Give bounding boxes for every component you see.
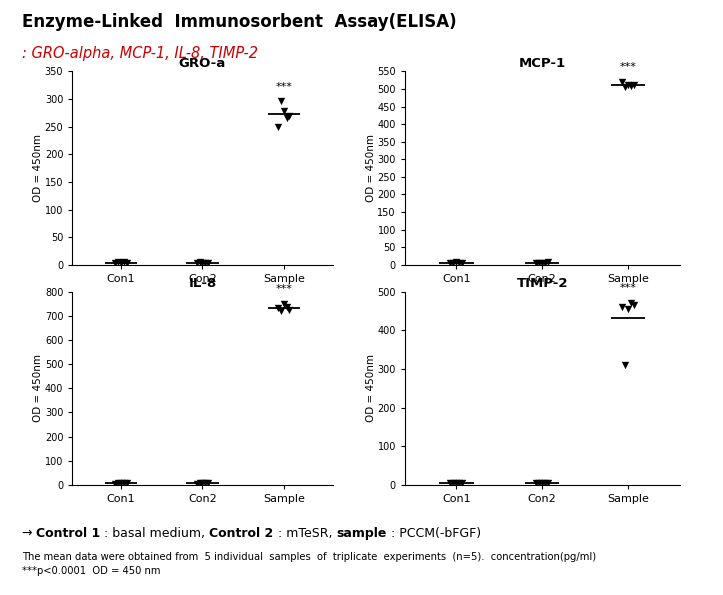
- Text: : GRO-alpha, MCP-1, IL-8, TIMP-2: : GRO-alpha, MCP-1, IL-8, TIMP-2: [22, 46, 257, 61]
- Point: [531, 478, 542, 488]
- Point: [620, 360, 631, 369]
- Point: [283, 111, 295, 120]
- Point: [531, 258, 542, 267]
- Point: [453, 258, 465, 268]
- Point: [278, 299, 289, 309]
- Point: [121, 478, 132, 488]
- Text: Control 1: Control 1: [36, 527, 100, 540]
- Point: [118, 257, 129, 267]
- Point: [628, 300, 640, 310]
- Point: [278, 107, 289, 116]
- Text: →: →: [22, 527, 36, 540]
- Point: [116, 478, 127, 488]
- Point: [202, 258, 214, 267]
- Y-axis label: OD = 450nm: OD = 450nm: [366, 354, 376, 422]
- Text: ***: ***: [620, 62, 636, 72]
- Point: [628, 81, 640, 90]
- Point: [275, 306, 287, 315]
- Point: [200, 258, 211, 267]
- Point: [194, 257, 205, 267]
- Point: [623, 304, 634, 314]
- Point: [623, 80, 634, 89]
- Title: IL-8: IL-8: [188, 277, 217, 290]
- Point: [197, 258, 208, 267]
- Point: [625, 82, 637, 91]
- Point: [445, 478, 456, 488]
- Point: [625, 299, 637, 308]
- Point: [283, 305, 295, 314]
- Point: [620, 83, 631, 92]
- Text: : basal medium,: : basal medium,: [100, 527, 210, 540]
- Point: [536, 258, 548, 268]
- Point: [457, 258, 469, 268]
- Point: [448, 258, 459, 267]
- Title: GRO-a: GRO-a: [179, 57, 226, 70]
- Point: [118, 478, 129, 488]
- Point: [453, 478, 465, 488]
- Point: [457, 478, 469, 488]
- Point: [191, 479, 202, 488]
- Point: [116, 258, 127, 268]
- Text: ***: ***: [620, 283, 636, 293]
- Text: Control 2: Control 2: [210, 527, 274, 540]
- Point: [113, 257, 124, 267]
- Point: [194, 478, 205, 488]
- Point: [202, 478, 214, 488]
- Point: [273, 303, 284, 313]
- Title: MCP-1: MCP-1: [518, 57, 566, 70]
- Point: [450, 258, 462, 267]
- Text: : mTeSR,: : mTeSR,: [274, 527, 336, 540]
- Point: [534, 478, 545, 487]
- Text: ***: ***: [275, 82, 292, 92]
- Y-axis label: OD = 450nm: OD = 450nm: [33, 354, 43, 422]
- Point: [536, 478, 548, 488]
- Text: sample: sample: [336, 527, 387, 540]
- Text: : PCCM(-bFGF): : PCCM(-bFGF): [387, 527, 481, 540]
- Point: [616, 302, 628, 312]
- Point: [113, 479, 124, 488]
- Point: [445, 258, 456, 267]
- Text: The mean data were obtained from  5 individual  samples  of  triplicate  experim: The mean data were obtained from 5 indiv…: [22, 552, 596, 562]
- Text: Enzyme-Linked  Immunosorbent  Assay(ELISA): Enzyme-Linked Immunosorbent Assay(ELISA): [22, 13, 456, 31]
- Point: [121, 258, 132, 267]
- Point: [539, 478, 551, 488]
- Point: [534, 258, 545, 267]
- Text: ***p<0.0001  OD = 450 nm: ***p<0.0001 OD = 450 nm: [22, 566, 161, 577]
- Title: TIMP-2: TIMP-2: [516, 277, 568, 290]
- Point: [539, 258, 551, 268]
- Point: [616, 77, 628, 87]
- Point: [275, 96, 287, 106]
- Point: [448, 478, 459, 488]
- Point: [200, 479, 211, 488]
- Text: ***: ***: [275, 284, 292, 295]
- Point: [450, 478, 462, 487]
- Point: [110, 479, 121, 488]
- Point: [197, 478, 208, 488]
- Point: [273, 122, 284, 131]
- Point: [281, 302, 292, 312]
- Y-axis label: OD = 450nm: OD = 450nm: [33, 134, 43, 202]
- Point: [542, 478, 554, 488]
- Point: [281, 114, 292, 123]
- Point: [542, 258, 554, 267]
- Point: [110, 258, 121, 267]
- Y-axis label: OD = 450nm: OD = 450nm: [366, 134, 376, 202]
- Point: [191, 258, 202, 268]
